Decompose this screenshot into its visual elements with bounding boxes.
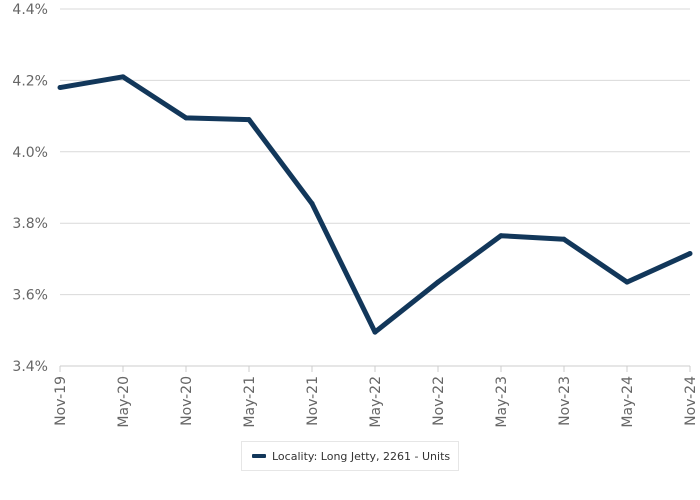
- x-tick-label: May-21: [242, 376, 258, 428]
- data-point: [687, 251, 693, 257]
- x-tick-label: Nov-22: [431, 376, 447, 426]
- data-point: [561, 236, 567, 242]
- data-point: [372, 329, 378, 335]
- data-point: [624, 279, 630, 285]
- data-point: [57, 85, 63, 91]
- x-tick-label: Nov-23: [557, 376, 573, 426]
- data-point: [246, 117, 252, 123]
- x-tick-label: May-22: [368, 376, 384, 428]
- data-point: [498, 233, 504, 239]
- x-tick-label: Nov-19: [53, 376, 69, 426]
- x-tick-label: Nov-24: [683, 376, 699, 426]
- y-tick-label: 3.4%: [12, 359, 48, 375]
- data-point: [120, 74, 126, 80]
- x-tick-label: May-20: [116, 376, 132, 428]
- data-point: [183, 115, 189, 121]
- data-point: [435, 279, 441, 285]
- x-tick-label: May-23: [494, 376, 510, 428]
- y-tick-label: 4.2%: [12, 73, 48, 89]
- y-tick-label: 3.8%: [12, 216, 48, 232]
- legend-label: Locality: Long Jetty, 2261 - Units: [272, 449, 451, 463]
- x-tick-label: May-24: [620, 376, 636, 428]
- legend[interactable]: Locality: Long Jetty, 2261 - Units: [241, 441, 459, 471]
- x-tick-label: Nov-21: [305, 376, 321, 426]
- x-tick-label: Nov-20: [179, 376, 195, 426]
- y-tick-label: 4.0%: [12, 145, 48, 161]
- y-tick-label: 4.4%: [12, 2, 48, 18]
- data-point: [309, 201, 315, 207]
- series-line: [59, 74, 692, 335]
- legend-swatch: [252, 454, 266, 458]
- y-tick-label: 3.6%: [12, 288, 48, 304]
